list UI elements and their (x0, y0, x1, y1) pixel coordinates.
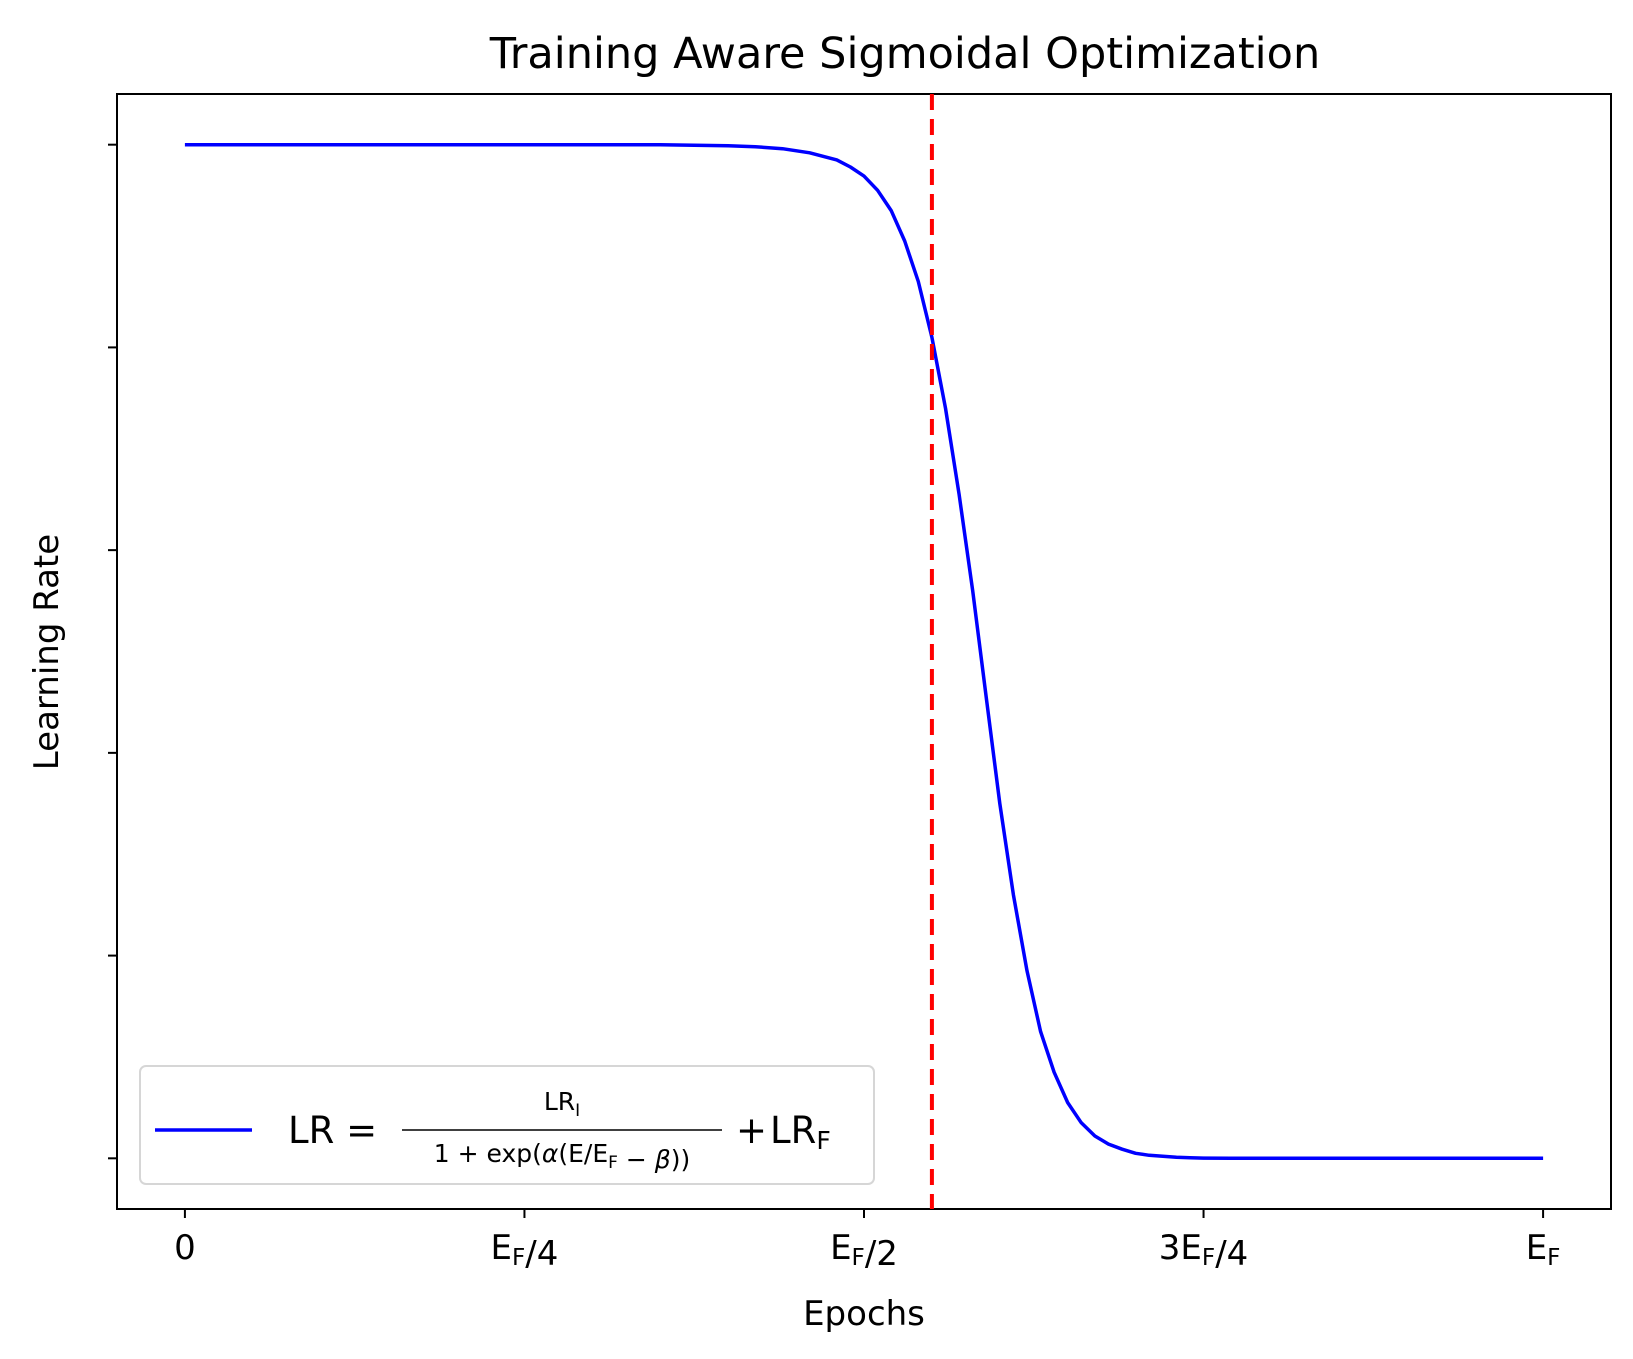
x-tick-label: EF (1526, 1228, 1561, 1271)
x-tick-label: EF/4 (491, 1228, 559, 1274)
legend-rhs: LRF (770, 1109, 831, 1155)
series-layer (184, 94, 1544, 1209)
legend-lhs: LR = (288, 1109, 377, 1152)
plot-frame (116, 93, 1612, 1210)
x-tick-label: EF/2 (830, 1228, 898, 1274)
legend: LR = LRI 1 + exp(α(E/EF − β)) + LRF (139, 1065, 875, 1185)
x-ticks: 0 EF/4 EF/2 3EF/4 EF (174, 1209, 1560, 1274)
legend-box (139, 1065, 875, 1185)
legend-plus: + (736, 1109, 767, 1152)
y-ticks (108, 143, 117, 1160)
legend-denominator: 1 + exp(α(E/EF − β)) (434, 1139, 690, 1174)
legend-numerator: LRI (544, 1087, 580, 1121)
plot-area (116, 93, 1612, 1210)
x-axis-label: Epochs (803, 1294, 925, 1334)
chart-title: Training Aware Sigmoidal Optimization (489, 29, 1320, 79)
y-axis-label: Learning Rate (27, 534, 67, 770)
x-tick-label: 3EF/4 (1159, 1228, 1249, 1274)
lr-curve (184, 142, 1544, 1161)
x-tick-label: 0 (174, 1228, 196, 1268)
